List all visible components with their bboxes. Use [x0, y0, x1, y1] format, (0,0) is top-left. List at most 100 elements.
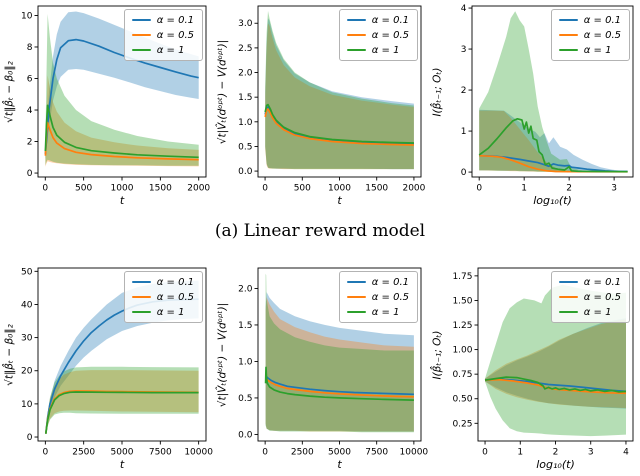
x-tick-label: 1500 — [149, 184, 172, 194]
figure-caption: (a) Linear reward model — [214, 221, 426, 241]
legend-item: α = 0.5 — [346, 290, 409, 304]
legend-label: α = 0.5 — [583, 29, 621, 41]
legend-label: α = 0.1 — [583, 276, 621, 288]
y-tick-label: 10 — [21, 11, 33, 21]
x-tick-label: 1000 — [328, 184, 351, 194]
series-line-green — [264, 103, 414, 144]
legend-item: α = 1 — [346, 43, 409, 57]
x-tick-label: 3 — [611, 184, 617, 194]
legend-swatch-orange — [131, 295, 151, 299]
y-tick-label: 0 — [27, 169, 33, 179]
y-tick-label: 1.5 — [238, 93, 252, 103]
legend: α = 0.1 α = 0.5 α = 1 — [550, 271, 630, 323]
series-line-blue — [265, 375, 414, 396]
x-tick-label: 2 — [553, 448, 559, 458]
y-tick-label: 2.0 — [238, 69, 253, 79]
x-tick-label: 1 — [521, 184, 527, 194]
x-axis-label: t — [337, 194, 342, 207]
legend-label: α = 0.1 — [371, 276, 409, 288]
legend-label: α = 0.5 — [156, 291, 194, 303]
axis-ticks: 0 1 2 3 0 1 2 3 4 — [461, 4, 617, 193]
legend-label: α = 0.1 — [371, 14, 409, 26]
x-axis-label: t — [119, 458, 125, 471]
subplot-linear-mutual-info: 0 1 2 3 0 1 2 3 4 I(β̂ₜ₋₁; Oₜ) log₁₀(t) α = 0.1 α = … — [428, 0, 640, 212]
confidence-band-green — [265, 10, 414, 170]
confidence-band-green — [45, 13, 199, 166]
confidence-band-orange — [265, 297, 414, 432]
legend-label: α = 1 — [371, 44, 400, 56]
legend-item: α = 0.5 — [131, 28, 194, 42]
legend: α = 0.1 α = 0.5 α = 1 — [338, 9, 418, 61]
legend-item: α = 0.5 — [346, 28, 409, 42]
series-lines — [44, 38, 199, 161]
legend-item: α = 0.1 — [346, 13, 409, 27]
x-tick-label: 1500 — [365, 184, 388, 194]
y-tick-label: 1.00 — [452, 346, 472, 356]
legend-label: α = 1 — [371, 306, 400, 318]
y-tick-label: 8 — [27, 43, 33, 53]
x-tick-label: 500 — [75, 184, 92, 194]
legend-item: α = 0.5 — [131, 290, 194, 304]
legend: α = 0.1 α = 0.5 α = 1 — [123, 9, 203, 61]
legend-label: α = 1 — [156, 306, 185, 318]
legend-label: α = 1 — [583, 44, 612, 56]
legend-label: α = 0.1 — [156, 14, 194, 26]
subplot-bottom-beta-error: 0 2500 5000 7500 10000 0 10 20 30 40 50 √t‖β̂ₜ − β₀… — [0, 250, 213, 476]
legend-swatch-green — [346, 48, 366, 52]
confidence-band-blue — [265, 18, 414, 170]
y-tick-label: 2.5 — [238, 44, 252, 54]
y-tick-label: 0.5 — [238, 394, 252, 404]
legend-label: α = 0.5 — [371, 29, 409, 41]
legend-item: α = 0.1 — [131, 275, 194, 289]
subplot-linear-value-error: 0 500 1000 1500 2000 0.0 0.5 1.0 1.5 2.0 2.5 3.0 √t|… — [213, 0, 428, 212]
axes-frame — [471, 5, 634, 178]
legend-label: α = 0.5 — [583, 291, 621, 303]
legend-item: α = 1 — [346, 305, 409, 319]
legend-swatch-blue — [346, 280, 366, 284]
legend-label: α = 0.5 — [156, 29, 194, 41]
y-tick-label: 0 — [461, 168, 467, 178]
x-axis-label: t — [119, 194, 125, 207]
y-tick-label: 10 — [21, 400, 33, 410]
plot-canvas-linear-value-error: 0 500 1000 1500 2000 0.0 0.5 1.0 1.5 2.0 2.5 3.0 — [238, 5, 426, 194]
y-axis-label: √t‖β̂ₜ − β₀‖₂ — [3, 60, 15, 123]
legend-swatch-blue — [131, 280, 151, 284]
y-axis-label: I(β̂ₜ₋₁; Oₜ) — [431, 329, 443, 380]
legend-item: α = 0.1 — [558, 275, 621, 289]
x-tick-label: 5000 — [328, 448, 351, 458]
confidence-bands — [265, 10, 414, 170]
subplot-bottom-value-error: 0 2500 5000 7500 10000 0.0 0.5 1.0 1.5 2.0 √t|V̂ₜ(… — [213, 250, 428, 476]
x-tick-label: 0 — [476, 184, 482, 194]
y-tick-label: 2 — [27, 138, 33, 148]
plot-canvas-bottom-value-error: 0 2500 5000 7500 10000 0.0 0.5 1.0 1.5 2.0 — [238, 267, 428, 458]
legend-item: α = 0.1 — [131, 13, 194, 27]
x-tick-label: 3 — [588, 448, 594, 458]
series-lines — [264, 103, 414, 146]
x-tick-label: 2000 — [402, 184, 425, 194]
y-axis-label: √t‖β̂ₜ − β₀‖₂ — [3, 323, 15, 386]
axis-ticks: 0 2500 5000 7500 10000 0 10 20 30 40 50 — [21, 267, 213, 457]
y-tick-label: 2 — [461, 86, 467, 96]
legend-swatch-orange — [558, 33, 578, 37]
x-tick-label: 2500 — [72, 448, 95, 458]
legend-swatch-blue — [558, 280, 578, 284]
y-tick-label: 2.0 — [238, 284, 253, 294]
y-tick-label: 3 — [461, 45, 467, 55]
legend-swatch-orange — [131, 33, 151, 37]
legend-item: α = 0.1 — [558, 13, 621, 27]
x-tick-label: 4 — [623, 448, 629, 458]
legend-item: α = 0.5 — [558, 28, 621, 42]
legend-swatch-green — [558, 48, 578, 52]
confidence-band-orange — [485, 319, 626, 409]
plot-canvas-bottom-mutual-info: 0 1 2 3 4 0.25 0.50 0.75 1.00 1.25 1.50 1.75 — [452, 267, 634, 458]
series-line-green — [484, 376, 627, 393]
series-line-orange — [264, 108, 414, 146]
series-line-orange — [265, 378, 414, 398]
y-tick-label: 6 — [27, 74, 33, 84]
y-tick-label: 1 — [461, 127, 467, 137]
x-tick-label: 0 — [482, 448, 488, 458]
legend-label: α = 0.5 — [371, 291, 409, 303]
series-line-green — [264, 366, 414, 401]
legend-item: α = 1 — [131, 43, 194, 57]
